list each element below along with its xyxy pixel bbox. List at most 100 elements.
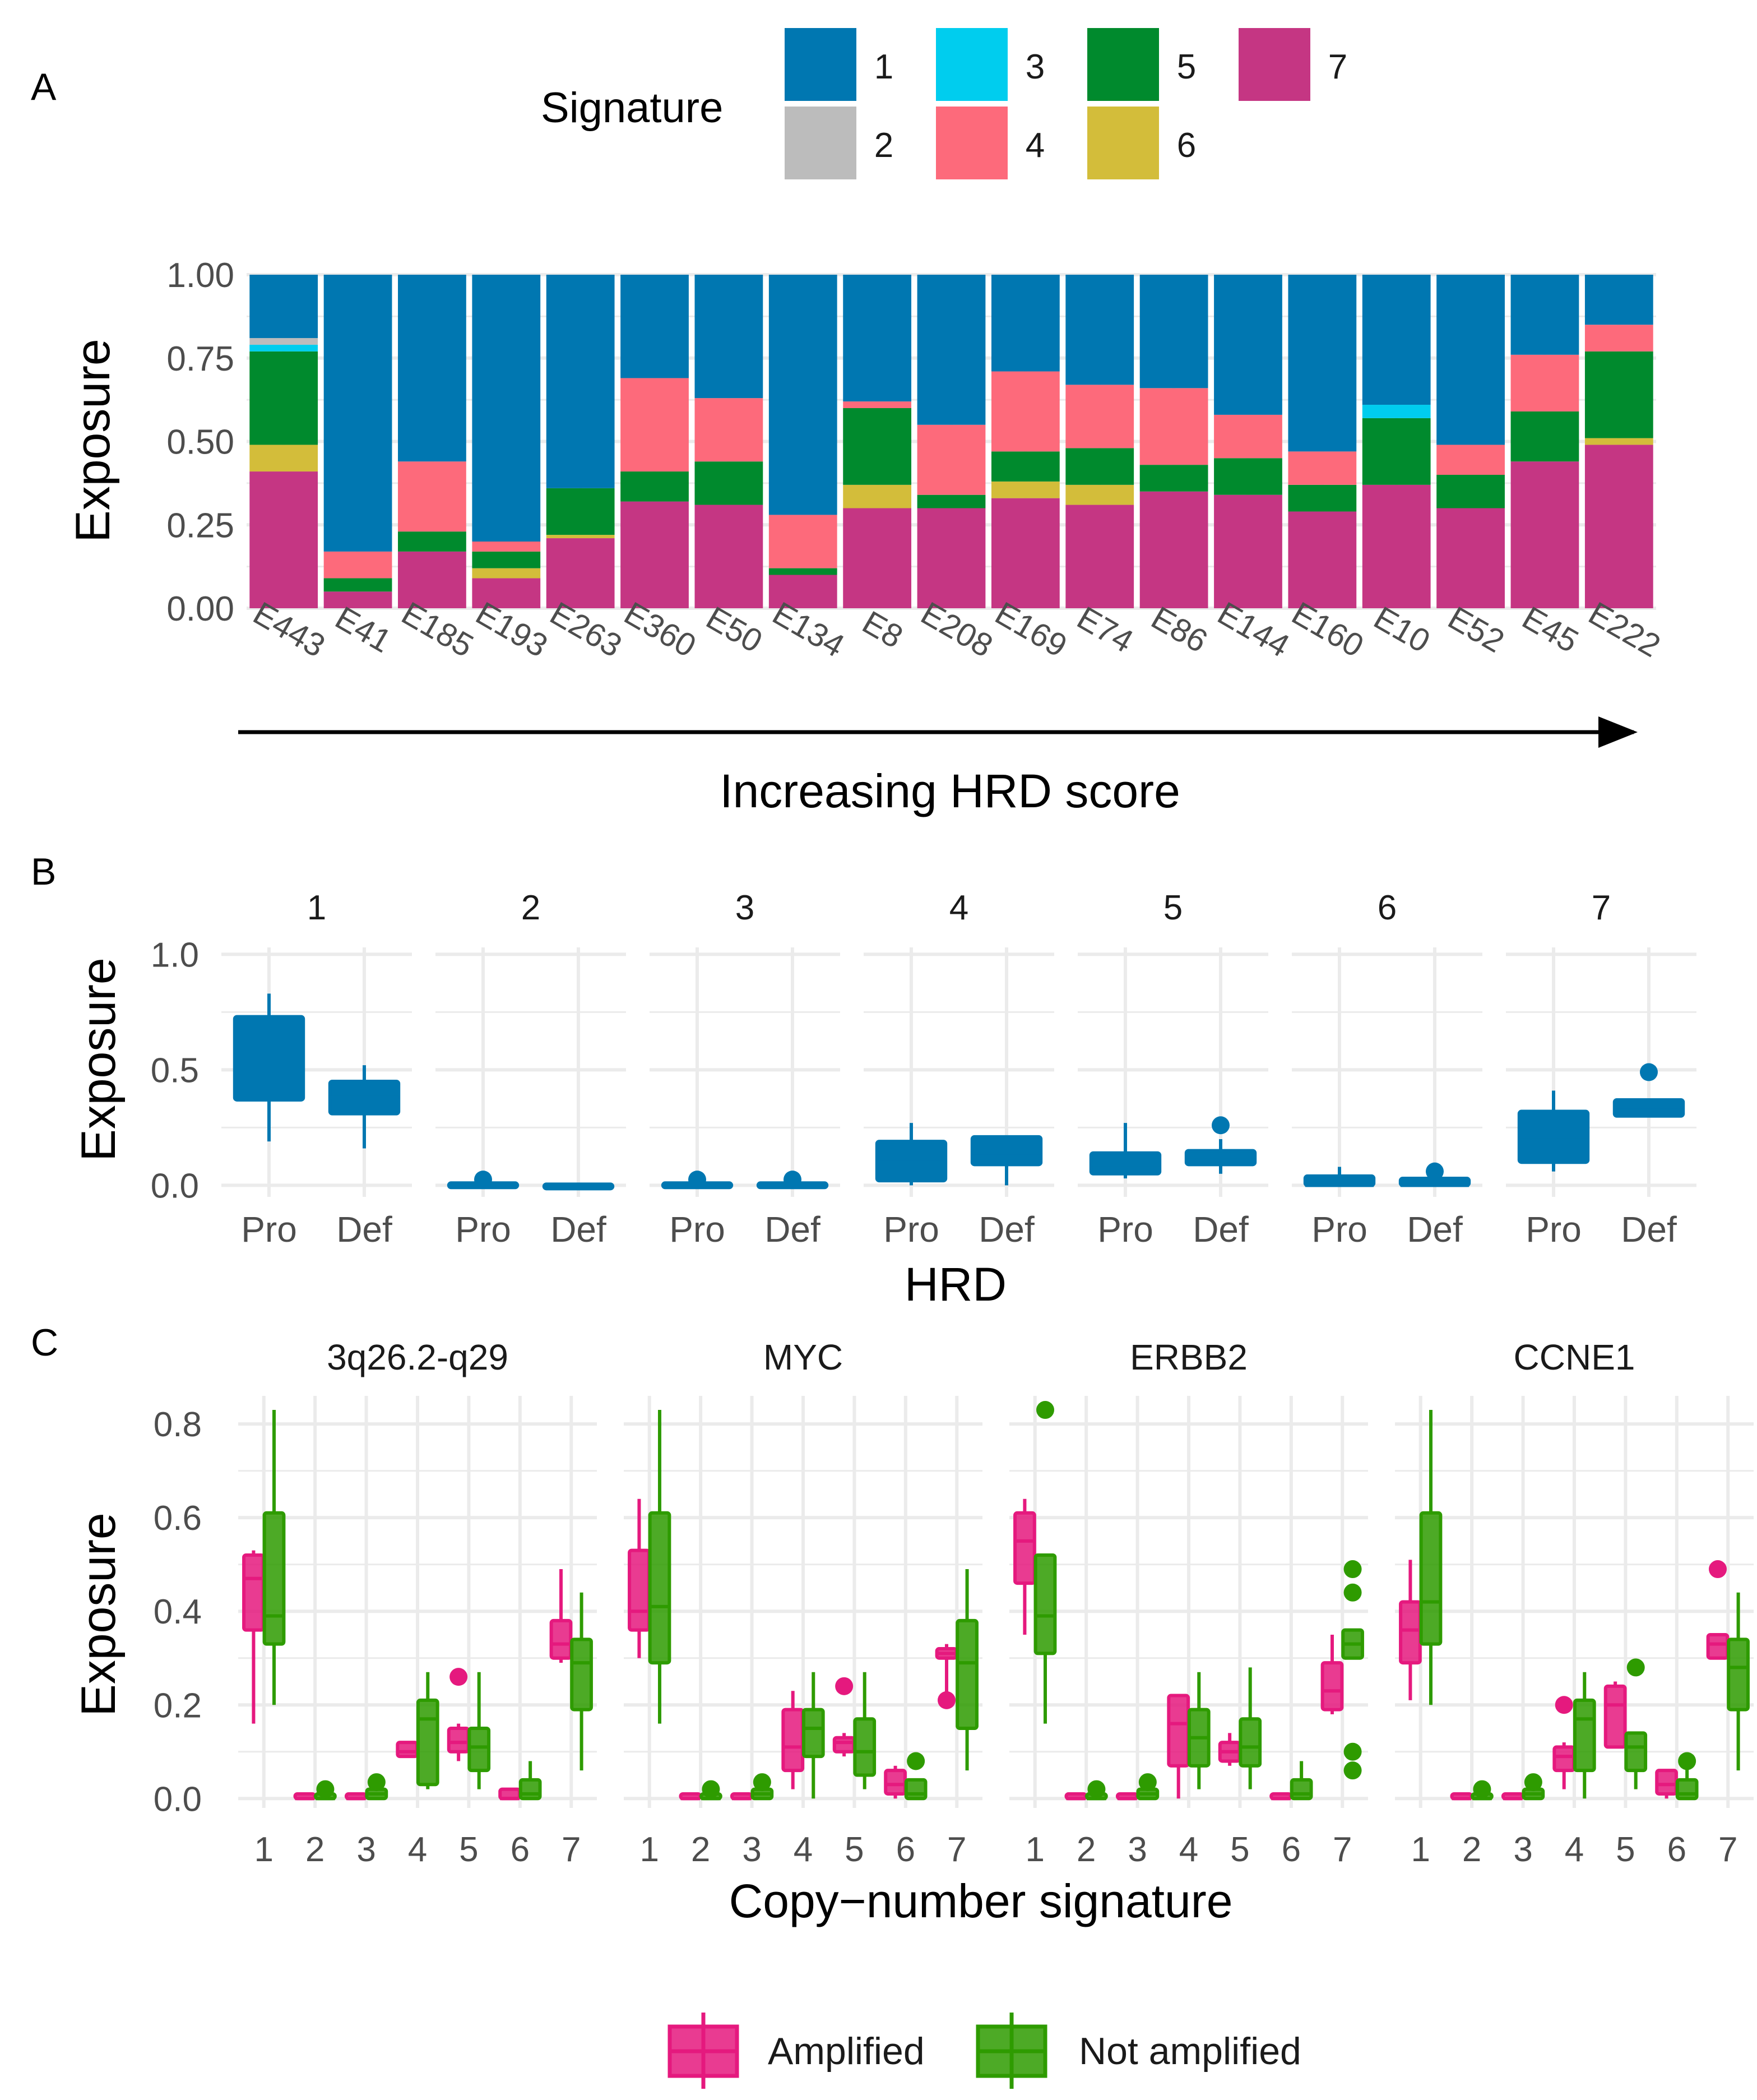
bar-segment-E41-sig5 (323, 578, 392, 592)
bar-segment-E169-sig5 (991, 451, 1060, 482)
panel-c-boxplots-by-amplification: 3q26.2-q29 MYC ERBB2 CCNE1 0.00.20.40.60.8 … (72, 1337, 1754, 2089)
x-tick-label-1: 1 (254, 1830, 273, 1869)
x-tick-label-6: 6 (511, 1830, 530, 1869)
bar-segment-E74-sig7 (1065, 505, 1134, 608)
box-MYC-sig1-Not-amplified-box (648, 1511, 671, 1665)
facet-strip: MYC (763, 1337, 843, 1377)
facet-strip-3: 3 (735, 889, 754, 927)
x-tick-label-E8: E8 (856, 604, 909, 655)
box-sig1-Pro-box (233, 1015, 305, 1102)
x-tick-label-Def: Def (550, 1209, 606, 1250)
bar-segment-E45-sig5 (1510, 411, 1579, 462)
box-sig3-Pro-outlier (688, 1171, 706, 1189)
bar-segment-E222-sig7 (1584, 445, 1653, 608)
bar-segment-E52-sig4 (1436, 445, 1505, 475)
bar-segment-E169-sig6 (991, 481, 1060, 498)
bar-segment-E263-sig7 (546, 538, 615, 608)
y-tick-label: 0.25 (166, 506, 234, 545)
bar-segment-E360-sig4 (620, 378, 689, 472)
box-sig2-Pro-outlier (474, 1171, 492, 1189)
facet-strip-6: 6 (1378, 889, 1397, 927)
panel-label-a: A (31, 66, 57, 108)
y-tick-label: 0.0 (151, 1167, 199, 1205)
x-tick-label-2: 2 (691, 1830, 710, 1869)
bar-segment-E193-sig4 (472, 542, 541, 552)
facet-strip: 3q26.2-q29 (327, 1337, 508, 1377)
x-tick-label-Def: Def (979, 1209, 1035, 1250)
x-tick-label-6: 6 (1667, 1830, 1686, 1869)
x-tick-label-1: 1 (639, 1830, 659, 1869)
x-tick-label-Def: Def (1407, 1209, 1463, 1250)
bar-segment-E193-sig1 (472, 275, 541, 542)
box-ERBB2-sig1-Amplified-box (1013, 1511, 1036, 1585)
box-CCNE1-sig3-Not-amplified-outlier (1524, 1773, 1542, 1792)
bar-segment-E263-sig6 (546, 535, 615, 539)
bar-segment-E222-sig4 (1584, 325, 1653, 351)
box-ERBB2-sig1-Not-amplified-box (1033, 1553, 1057, 1655)
legend-title: Signature (541, 84, 723, 132)
y-tick-label: 0.50 (166, 423, 234, 462)
box-3q26.2-q29-sig5-Amplified-outlier (449, 1668, 468, 1686)
legend-key-3 (936, 28, 1008, 101)
x-tick-label-7: 7 (562, 1830, 581, 1869)
bar-segment-E10-sig1 (1362, 275, 1431, 405)
bar-segment-E52-sig1 (1436, 275, 1505, 445)
bar-segment-E8-sig6 (843, 484, 912, 508)
box-ERBB2-sig7-Not-amplified-outlier (1343, 1560, 1362, 1579)
x-axis-title: Copy−number signature (729, 1875, 1233, 1927)
panel-b-boxplots-by-hrd: 1 2 3 4 5 6 7 0.0 0.5 1.0 Pro Def Pro Def Pro Def Pro D… (72, 889, 1696, 1311)
facet-strip-5: 5 (1163, 889, 1183, 927)
y-tick-label: 1.0 (151, 936, 199, 974)
box-3q26.2-q29-sig2-Not-amplified-outlier (316, 1780, 335, 1798)
legend-label-2: 2 (874, 126, 893, 165)
x-tick-label-7: 7 (1333, 1830, 1352, 1869)
bar-segment-E263-sig1 (546, 275, 615, 488)
bar-segment-E185-sig1 (398, 275, 466, 462)
y-tick-label: 1.00 (166, 256, 234, 295)
bar-segment-E193-sig7 (472, 578, 541, 608)
box-MYC-sig4-Not-amplified-box (801, 1708, 825, 1759)
bar-segment-E134-sig4 (768, 515, 837, 568)
bar-segment-E443-sig1 (249, 275, 318, 339)
x-tick-label-6: 6 (896, 1830, 915, 1869)
bar-segment-E134-sig1 (768, 275, 837, 515)
box-ERBB2-sig1-Not-amplified-outlier (1036, 1401, 1054, 1419)
x-tick-label-3: 3 (742, 1830, 761, 1869)
box-sig5-Def-box (1184, 1149, 1257, 1167)
x-tick-label-1: 1 (1025, 1830, 1044, 1869)
bar-segment-E50-sig5 (694, 461, 763, 505)
x-tick-label-4: 4 (1565, 1830, 1584, 1869)
legend-label-3: 3 (1026, 48, 1045, 86)
box-3q26.2-q29-sig1-Amplified-box (242, 1553, 265, 1632)
box-CCNE1-sig7-Amplified-outlier (1709, 1560, 1727, 1579)
box-3q26.2-q29-sig7-Not-amplified-box (570, 1638, 593, 1712)
box-CCNE1-sig1-Amplified-box (1399, 1600, 1422, 1665)
bar-segment-E74-sig5 (1065, 448, 1134, 485)
facet-strip: ERBB2 (1130, 1337, 1248, 1377)
legend-label-6: 6 (1177, 126, 1196, 165)
legend-key-5 (1087, 28, 1159, 101)
x-axis-title: Increasing HRD score (720, 765, 1180, 817)
x-tick-label-Pro: Pro (1311, 1209, 1367, 1250)
legend-label-not-amplified: Not amplified (1079, 2030, 1301, 2073)
x-tick-label-Def: Def (1193, 1209, 1249, 1250)
x-tick-label-3: 3 (1513, 1830, 1532, 1869)
bar-segment-E52-sig7 (1436, 508, 1505, 608)
x-axis-title: HRD (905, 1258, 1007, 1311)
box-sig6-Def-outlier (1426, 1162, 1444, 1181)
bar-segment-E41-sig1 (323, 275, 392, 552)
legend-label-7: 7 (1328, 48, 1347, 86)
bar-segment-E41-sig7 (323, 591, 392, 608)
x-tick-label-4: 4 (408, 1830, 427, 1869)
bar-segment-E193-sig5 (472, 551, 541, 568)
bar-segment-E10-sig5 (1362, 418, 1431, 485)
bar-segment-E208-sig1 (917, 275, 986, 425)
bar-segment-E86-sig5 (1139, 465, 1208, 492)
x-tick-label-5: 5 (459, 1830, 478, 1869)
y-tick-label: 0.2 (154, 1686, 202, 1725)
x-tick-label-2: 2 (1462, 1830, 1481, 1869)
y-tick-label: 0.0 (154, 1780, 202, 1819)
box-ERBB2-sig2-Not-amplified-outlier (1087, 1780, 1106, 1798)
y-tick-label: 0.6 (154, 1499, 202, 1538)
bar-segment-E144-sig5 (1214, 458, 1282, 495)
